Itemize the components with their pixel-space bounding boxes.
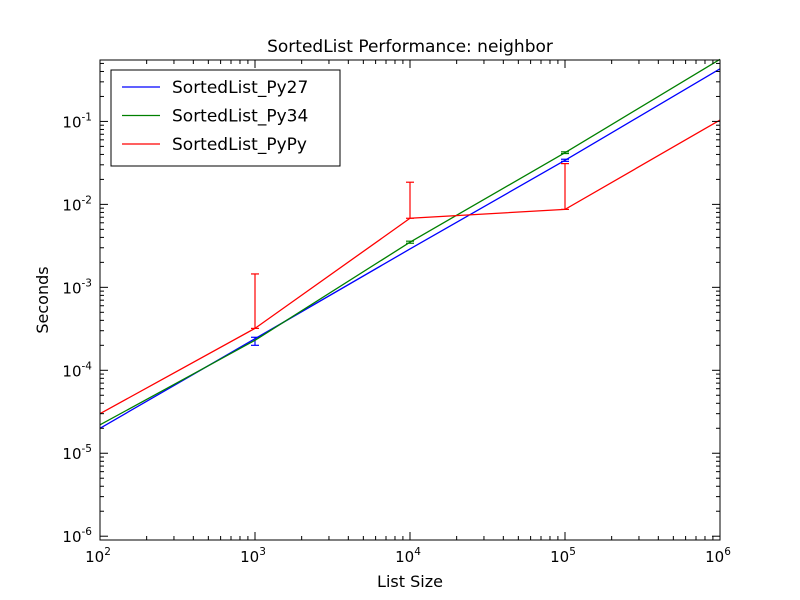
y-tick-label: 10-3 [62,277,92,297]
y-tick-exponent: -2 [82,194,92,206]
y-tick-exponent: -4 [82,360,93,372]
legend-label: SortedList_Py34 [172,107,308,127]
y-tick-base: 10 [62,362,81,380]
x-tick-label: 104 [395,546,421,566]
x-tick-exponent: 4 [414,546,421,558]
y-tick-base: 10 [62,528,81,546]
x-tick-base: 10 [85,548,104,566]
legend-box [110,69,341,167]
series-layer [99,58,721,429]
x-tick-base: 10 [550,548,569,566]
y-tick-base: 10 [62,196,81,214]
x-axis-label: List Size [377,572,443,591]
y-tick-exponent: -3 [82,277,92,289]
x-tick-label: 105 [550,546,576,566]
y-tick-base: 10 [62,279,81,297]
series-group [99,58,721,426]
x-tick-label: 103 [240,546,266,566]
y-tick-label: 10-5 [62,443,92,463]
x-tick-base: 10 [705,548,724,566]
x-tick-label: 106 [705,546,731,566]
y-tick-exponent: -6 [82,526,93,538]
y-tick-base: 10 [62,445,81,463]
series-group [99,119,721,415]
legend-label: SortedList_Py27 [172,78,308,98]
x-tick-base: 10 [240,548,259,566]
x-tick-base: 10 [395,548,414,566]
y-tick-label: 10-6 [62,526,92,546]
y-tick-label: 10-1 [62,111,92,131]
legend-label: SortedList_PyPy [172,135,307,155]
chart-title: SortedList Performance: neighbor [267,37,553,57]
y-tick-exponent: -1 [82,111,92,123]
y-tick-label: 10-2 [62,194,92,214]
plot-frame [99,59,721,541]
x-tick-exponent: 6 [724,546,731,558]
x-tick-exponent: 2 [104,546,111,558]
y-tick-label: 10-4 [62,360,92,380]
y-tick-base: 10 [62,113,81,131]
x-tick-label: 102 [85,546,111,566]
x-tick-exponent: 3 [259,546,266,558]
legend: SortedList_Py27 SortedList_Py34 SortedList… [110,69,341,167]
x-tick-exponent: 5 [569,546,576,558]
y-axis-label: Seconds [33,266,52,333]
y-tick-exponent: -5 [82,443,92,455]
